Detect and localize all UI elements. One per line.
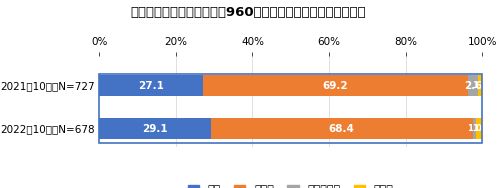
Bar [211, 118, 473, 139]
Text: 図表２　時間外労働時間が960時間超となるドライバーの有無: 図表２ 時間外労働時間が960時間超となるドライバーの有無 [131, 6, 366, 19]
Text: 1.1: 1.1 [473, 81, 488, 90]
Text: 27.1: 27.1 [138, 81, 164, 91]
Bar [476, 118, 482, 139]
Text: 1.5: 1.5 [472, 124, 487, 133]
Legend: いる, いない, わからない, 無回答: いる, いない, わからない, 無回答 [188, 185, 394, 188]
Bar [473, 118, 476, 139]
Bar [99, 75, 203, 96]
Text: 29.1: 29.1 [142, 124, 168, 134]
Text: 1.0: 1.0 [467, 124, 482, 133]
Bar [468, 75, 478, 96]
Text: 68.4: 68.4 [329, 124, 354, 134]
Bar [203, 75, 468, 96]
Bar [478, 75, 482, 96]
Text: 69.2: 69.2 [323, 81, 348, 91]
Bar [99, 118, 211, 139]
Text: 2.6: 2.6 [464, 81, 482, 91]
